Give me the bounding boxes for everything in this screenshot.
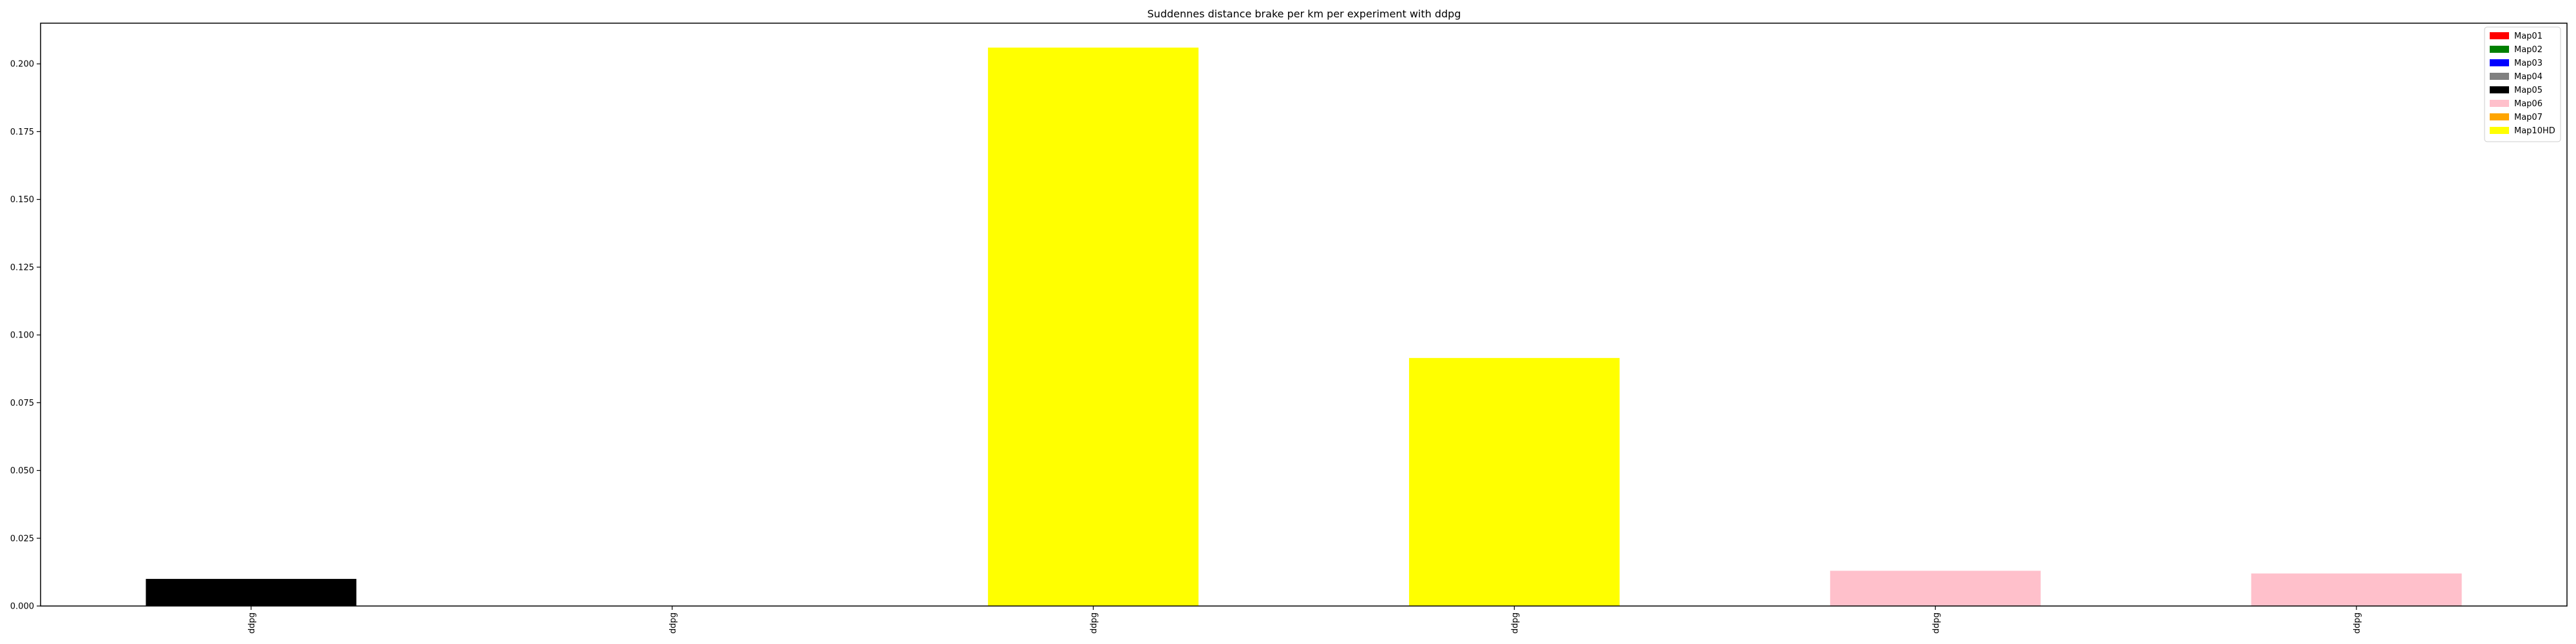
x-tick-label-0: ddpg [247, 612, 257, 634]
legend-label-5: Map06 [2514, 99, 2543, 109]
chart-title: Suddennes distance brake per km per expe… [1148, 8, 1461, 20]
y-tick-label-1: 0.025 [10, 534, 34, 544]
legend-swatch-4 [2490, 86, 2509, 93]
legend-swatch-7 [2490, 127, 2509, 134]
y-tick-label-5: 0.125 [10, 263, 34, 272]
legend-swatch-5 [2490, 100, 2509, 107]
plot-frame [40, 23, 2568, 607]
x-axis: ddpg ddpg ddpg ddpg ddpg ddpg [247, 606, 2362, 634]
bar-4 [1830, 571, 2041, 606]
legend-swatch-3 [2490, 73, 2509, 80]
x-tick-label-4: ddpg [1931, 612, 1941, 634]
legend-swatch-6 [2490, 113, 2509, 120]
y-tick-label-7: 0.175 [10, 128, 34, 137]
y-axis: 0.000 0.025 0.050 0.075 0.100 0.125 0.150 0.175… [10, 60, 41, 612]
legend-box [2484, 26, 2561, 142]
legend-label-3: Map04 [2514, 72, 2543, 82]
legend-label-2: Map03 [2514, 59, 2543, 68]
y-tick-label-4: 0.100 [10, 331, 34, 341]
legend-label-7: Map10HD [2514, 126, 2555, 136]
legend-label-6: Map07 [2514, 113, 2543, 122]
bar-2 [988, 47, 1199, 606]
legend-swatch-1 [2490, 46, 2509, 53]
legend-label-0: Map01 [2514, 32, 2543, 41]
x-tick-label-1: ddpg [668, 612, 678, 634]
x-tick-label-5: ddpg [2353, 612, 2362, 634]
legend: Map01 Map02 Map03 Map04 Map05 Map06 Map07 Map10… [2484, 26, 2561, 142]
bars-layer [146, 47, 2462, 606]
bar-5 [2251, 573, 2462, 606]
y-tick-label-3: 0.075 [10, 399, 34, 408]
x-tick-label-2: ddpg [1090, 612, 1099, 634]
y-tick-label-0: 0.000 [10, 602, 34, 612]
legend-label-1: Map02 [2514, 45, 2543, 55]
y-tick-label-8: 0.200 [10, 60, 34, 70]
legend-swatch-2 [2490, 59, 2509, 66]
y-tick-label-6: 0.150 [10, 195, 34, 205]
legend-label-4: Map05 [2514, 86, 2543, 95]
x-tick-label-3: ddpg [1510, 612, 1520, 634]
legend-swatch-0 [2490, 32, 2509, 39]
y-tick-label-2: 0.050 [10, 466, 34, 476]
bar-3 [1408, 357, 1620, 606]
bar-0 [146, 578, 357, 606]
